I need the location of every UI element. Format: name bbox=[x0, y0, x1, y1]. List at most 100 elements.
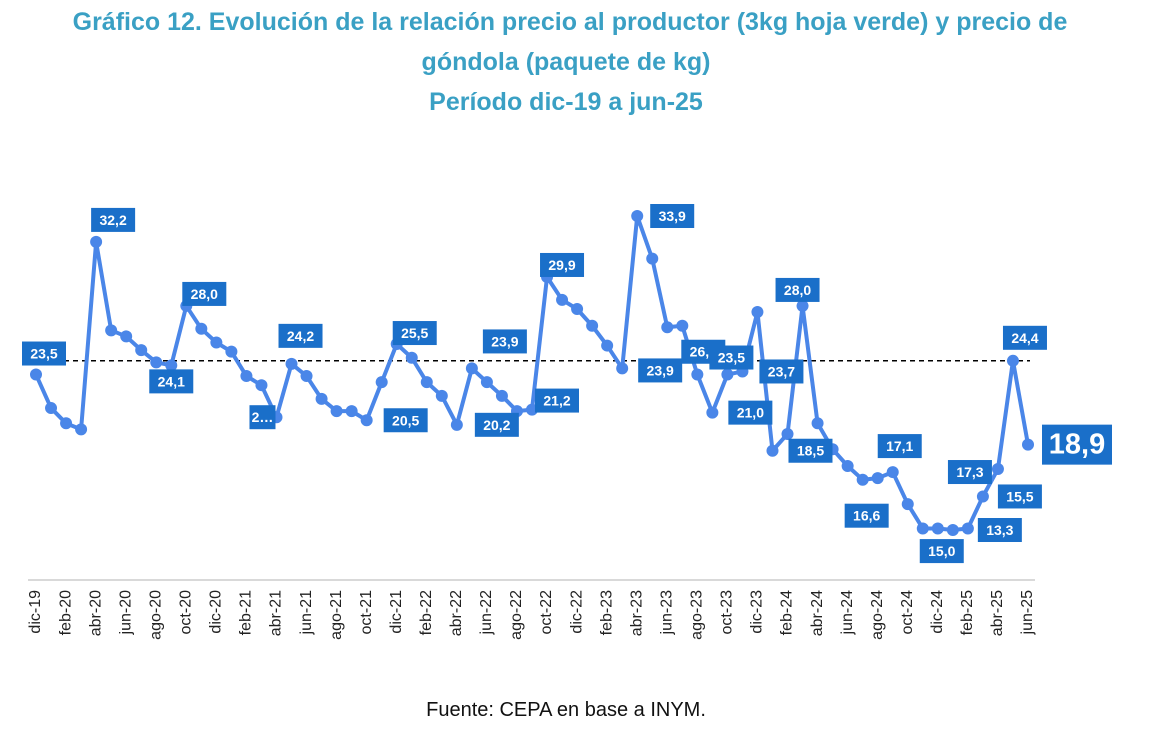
x-tick-label: abr-20 bbox=[87, 590, 104, 636]
data-label: 28,0 bbox=[784, 282, 811, 298]
x-tick-label: feb-25 bbox=[959, 590, 976, 635]
data-label: 24,2 bbox=[287, 328, 314, 344]
label-box bbox=[759, 359, 804, 384]
marker bbox=[751, 306, 764, 319]
marker bbox=[330, 405, 343, 418]
label-box bbox=[947, 460, 992, 485]
marker bbox=[871, 472, 884, 485]
data-label: 2… bbox=[252, 409, 274, 425]
data-label: 23,9 bbox=[647, 362, 674, 378]
marker bbox=[90, 235, 103, 248]
x-tick-label: ago-20 bbox=[147, 590, 164, 640]
x-tick-label: jun-22 bbox=[478, 590, 495, 636]
label-box bbox=[709, 345, 754, 370]
data-label: 24,1 bbox=[158, 373, 185, 389]
label-box bbox=[877, 434, 922, 459]
label-box bbox=[540, 252, 585, 277]
marker bbox=[631, 210, 644, 222]
x-tick-label: dic-23 bbox=[749, 590, 766, 634]
x-tick-label: feb-21 bbox=[238, 590, 255, 635]
marker bbox=[616, 362, 629, 375]
data-label: 28,0 bbox=[191, 286, 218, 302]
marker bbox=[435, 389, 448, 402]
marker bbox=[976, 490, 989, 503]
label-box bbox=[650, 204, 695, 228]
marker bbox=[991, 463, 1004, 476]
data-label: 23,9 bbox=[491, 333, 518, 349]
marker bbox=[721, 368, 734, 381]
marker bbox=[345, 405, 358, 418]
marker bbox=[556, 293, 569, 306]
marker bbox=[450, 418, 463, 431]
x-tick-label: dic-21 bbox=[388, 590, 405, 634]
marker bbox=[495, 389, 508, 402]
marker bbox=[946, 524, 959, 536]
label-box bbox=[383, 408, 428, 433]
marker bbox=[766, 444, 779, 457]
marker bbox=[420, 376, 433, 389]
data-label: 20,2 bbox=[483, 417, 510, 433]
label-box bbox=[638, 358, 683, 383]
data-label: 18,5 bbox=[797, 443, 824, 459]
marker bbox=[601, 339, 614, 352]
x-tick-label: ago-22 bbox=[508, 590, 525, 640]
marker bbox=[796, 299, 809, 312]
marker bbox=[210, 336, 223, 349]
x-tick-label: ago-24 bbox=[869, 590, 886, 640]
x-tick-label: feb-22 bbox=[418, 590, 435, 635]
marker bbox=[480, 376, 493, 389]
x-tick-label: jun-25 bbox=[1019, 590, 1036, 636]
x-tick-label: abr-24 bbox=[809, 590, 826, 636]
marker bbox=[195, 322, 208, 335]
label-box bbox=[249, 405, 276, 430]
x-tick-label: abr-25 bbox=[989, 590, 1006, 636]
marker bbox=[60, 417, 73, 430]
label-box bbox=[482, 329, 527, 354]
x-tick-label: jun-24 bbox=[839, 590, 856, 636]
x-tick-label: feb-24 bbox=[779, 590, 796, 635]
marker bbox=[676, 319, 689, 332]
marker bbox=[1022, 438, 1034, 451]
marker bbox=[841, 459, 854, 472]
label-box bbox=[1002, 325, 1047, 350]
x-tick-label: jun-23 bbox=[658, 590, 675, 636]
marker bbox=[781, 427, 794, 440]
x-tick-label: dic-19 bbox=[27, 590, 44, 634]
data-label: 21,2 bbox=[543, 393, 570, 409]
x-tick-label: abr-23 bbox=[628, 590, 645, 636]
data-label: 17,3 bbox=[956, 464, 983, 480]
label-box bbox=[919, 539, 964, 564]
data-label: 18,9 bbox=[1049, 429, 1105, 461]
data-label: 16,6 bbox=[853, 508, 880, 524]
data-label: 23,5 bbox=[718, 350, 745, 366]
x-tick-label: ago-23 bbox=[689, 590, 706, 640]
label-box bbox=[278, 323, 323, 348]
marker bbox=[255, 379, 268, 392]
marker bbox=[661, 321, 674, 334]
x-tick-label: jun-21 bbox=[298, 590, 315, 636]
label-box bbox=[392, 321, 437, 346]
x-tick-label: dic-20 bbox=[208, 590, 225, 634]
marker bbox=[225, 345, 238, 358]
label-box bbox=[91, 207, 136, 232]
x-tick-label: abr-22 bbox=[448, 590, 465, 636]
data-label: 17,1 bbox=[886, 438, 913, 454]
label-box bbox=[844, 503, 889, 528]
marker bbox=[30, 368, 42, 381]
marker bbox=[120, 330, 133, 343]
data-label: 20,5 bbox=[392, 412, 419, 428]
marker bbox=[646, 252, 659, 265]
marker bbox=[45, 402, 58, 415]
source: Fuente: CEPA en base a INYM. bbox=[426, 699, 706, 721]
data-label: 32,2 bbox=[99, 212, 126, 228]
x-tick-label: oct-23 bbox=[719, 590, 736, 635]
label-box bbox=[1042, 424, 1112, 465]
marker bbox=[150, 356, 163, 369]
marker bbox=[916, 522, 929, 535]
marker bbox=[375, 376, 388, 389]
x-tick-label: feb-23 bbox=[598, 590, 615, 635]
label-box bbox=[728, 400, 773, 425]
marker bbox=[856, 473, 869, 486]
marker bbox=[1006, 354, 1019, 367]
marker bbox=[240, 370, 253, 383]
